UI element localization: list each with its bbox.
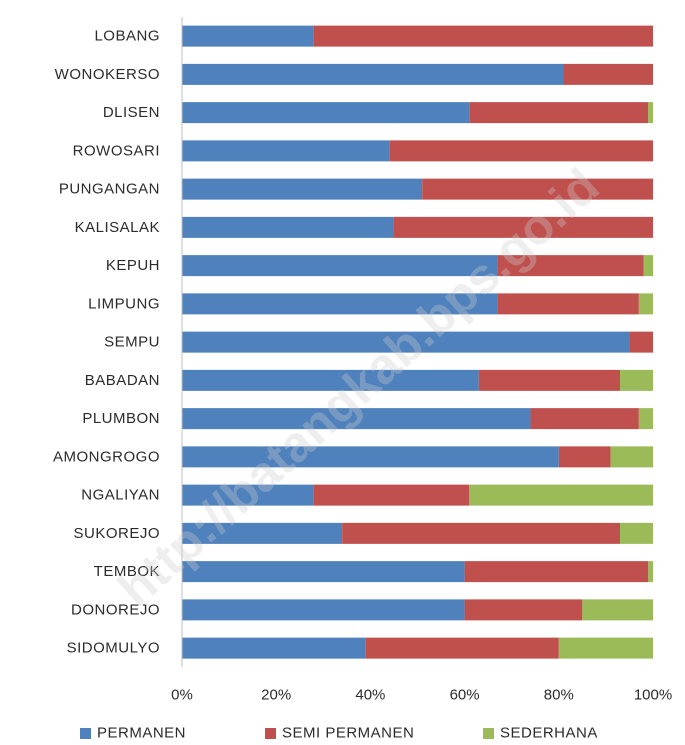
bar-segment: [638, 293, 653, 315]
legend: PERMANEN SEMI PERMANEN SEDERHANA: [80, 725, 598, 742]
bar-segment: [182, 102, 470, 124]
category-labels: LOBANG WONOKERSO DLISEN ROWOSARI PUNGANGAN KA…: [53, 28, 160, 657]
x-tick-label: 80%: [544, 687, 574, 704]
bar-segment: [182, 408, 531, 430]
bar-segment: [182, 484, 314, 506]
bar-segment: [393, 216, 653, 238]
bar-segment: [182, 369, 479, 391]
category-label: DLISEN: [103, 104, 160, 121]
x-tick-label: 60%: [450, 687, 480, 704]
bar-segment: [182, 63, 564, 85]
bar-segment: [182, 140, 390, 162]
category-label: DONOREJO: [71, 601, 160, 618]
bar-segment: [497, 293, 639, 315]
x-axis-ticks: 0% 20% 40% 60% 80% 100%: [171, 687, 672, 704]
bar-segment: [182, 216, 394, 238]
category-label: KALISALAK: [75, 219, 160, 236]
bar-segment: [620, 522, 653, 544]
bar-segment: [182, 446, 559, 468]
x-tick-label: 40%: [355, 687, 385, 704]
category-label: TEMBOK: [94, 563, 160, 580]
bar-segment: [313, 484, 470, 506]
bars-group: [182, 25, 653, 659]
bar-segment: [182, 293, 498, 315]
x-tick-label: 100%: [634, 687, 672, 704]
category-label: PLUMBON: [82, 410, 160, 427]
category-label: SEMPU: [104, 334, 160, 351]
bar-segment: [558, 637, 653, 659]
legend-label: PERMANEN: [97, 725, 186, 742]
bar-segment: [563, 63, 653, 85]
bar-segment: [558, 446, 611, 468]
bar-segment: [342, 522, 621, 544]
bar-segment: [469, 484, 653, 506]
category-label: PUNGANGAN: [59, 181, 160, 198]
bar-segment: [182, 637, 366, 659]
category-label: BABADAN: [85, 372, 160, 389]
bar-segment: [182, 522, 343, 544]
legend-swatch: [483, 728, 494, 739]
bar-segment: [478, 369, 621, 391]
bar-segment: [464, 599, 583, 621]
category-label: WONOKERSO: [55, 66, 160, 83]
bar-segment: [469, 102, 649, 124]
category-label: KEPUH: [106, 257, 160, 274]
bar-segment: [582, 599, 653, 621]
bar-segment: [365, 637, 559, 659]
category-label: SIDOMULYO: [67, 640, 160, 657]
category-label: AMONGROGO: [53, 448, 160, 465]
bar-segment: [530, 408, 639, 430]
bar-segment: [182, 561, 465, 583]
bar-segment: [464, 561, 649, 583]
bar-segment: [389, 140, 653, 162]
bar-segment: [638, 408, 653, 430]
bar-segment: [629, 331, 653, 353]
x-tick-label: 20%: [261, 687, 291, 704]
bar-segment: [643, 255, 653, 277]
legend-label: SEMI PERMANEN: [282, 725, 414, 742]
bar-segment: [422, 178, 653, 200]
category-label: LIMPUNG: [88, 295, 160, 312]
bar-segment: [648, 561, 653, 583]
category-label: NGALIYAN: [81, 487, 160, 504]
bar-segment: [182, 255, 498, 277]
bar-segment: [182, 331, 630, 353]
bar-segment: [497, 255, 644, 277]
bar-segment: [182, 178, 423, 200]
category-label: LOBANG: [94, 28, 160, 45]
legend-swatch: [80, 728, 91, 739]
bar-segment: [648, 102, 653, 124]
category-label: ROWOSARI: [73, 142, 160, 159]
bar-segment: [610, 446, 653, 468]
bar-segment: [182, 599, 465, 621]
bar-segment: [620, 369, 653, 391]
bar-segment: [182, 25, 314, 47]
legend-label: SEDERHANA: [500, 725, 598, 742]
x-tick-label: 0%: [171, 687, 193, 704]
bar-segment: [313, 25, 653, 47]
category-label: SUKOREJO: [73, 525, 160, 542]
legend-swatch: [265, 728, 276, 739]
